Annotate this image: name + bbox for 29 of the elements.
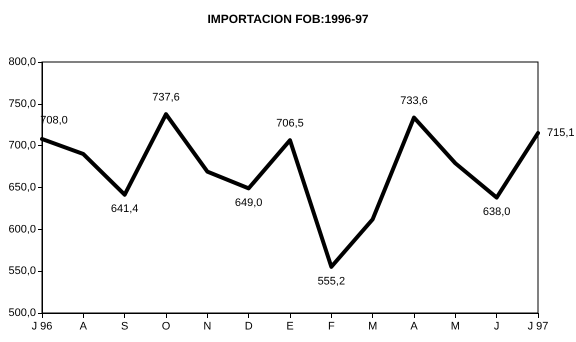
y-tick-label: 750,0 [8,98,36,110]
x-tick-label: J 97 [528,320,548,332]
x-tick-label: J 96 [32,320,52,332]
y-tick-label: 500,0 [8,307,36,319]
data-label: 555,2 [318,275,346,288]
x-tick-label: F [328,320,335,332]
x-tick-label: E [286,320,294,332]
x-tick-label: A [80,320,88,332]
data-label: 706,5 [276,118,304,130]
x-tick-label: J [494,320,500,332]
x-tick-label: M [368,320,378,332]
x-tick-label: O [162,320,171,332]
x-tick-label: A [410,320,418,332]
chart-title: IMPORTACION FOB:1996-97 [207,12,369,26]
x-tick-label: D [244,320,253,332]
data-label: 641,4 [110,203,138,216]
y-tick-label: 650,0 [8,182,36,194]
data-label: 638,0 [482,206,510,218]
x-tick-label: S [120,320,128,332]
data-label: 733,6 [400,95,428,108]
data-label: 715,1 [547,127,575,140]
y-tick-label: 700,0 [8,140,36,152]
data-label: 737,6 [152,92,180,104]
y-tick-label: 550,0 [8,265,36,278]
x-tick-label: N [203,320,212,332]
y-tick-label: 600,0 [8,223,36,236]
y-tick-label: 800,0 [8,56,36,68]
data-label: 649,0 [234,196,262,209]
x-tick-label: M [450,320,460,332]
